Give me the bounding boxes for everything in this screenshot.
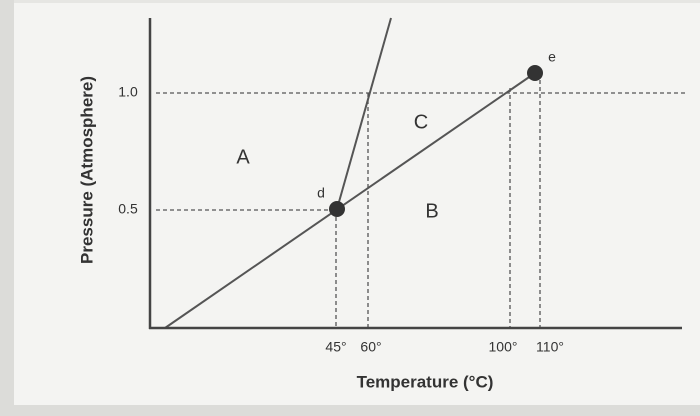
x-tick-label: 45° xyxy=(325,339,346,355)
y-tick-label: 0.5 xyxy=(118,201,138,217)
point-label: d xyxy=(317,185,325,201)
x-tick-label: 60° xyxy=(360,339,381,355)
y-axis-label: Pressure (Atmosphere) xyxy=(77,76,96,264)
region-label: B xyxy=(425,200,438,222)
y-tick-label: 1.0 xyxy=(118,84,138,100)
boundary-line xyxy=(164,72,536,329)
point-marker xyxy=(527,65,543,81)
x-tick-label: 110° xyxy=(536,339,564,355)
card xyxy=(14,0,700,405)
region-label: C xyxy=(414,111,428,133)
point-marker xyxy=(329,201,345,217)
x-tick-label: 100° xyxy=(489,339,518,355)
region-label: A xyxy=(236,146,250,168)
x-axis-label: Temperature (°C) xyxy=(357,372,494,391)
boundary-line xyxy=(336,17,392,210)
point-label: e xyxy=(548,49,556,65)
card-edge xyxy=(14,0,700,3)
